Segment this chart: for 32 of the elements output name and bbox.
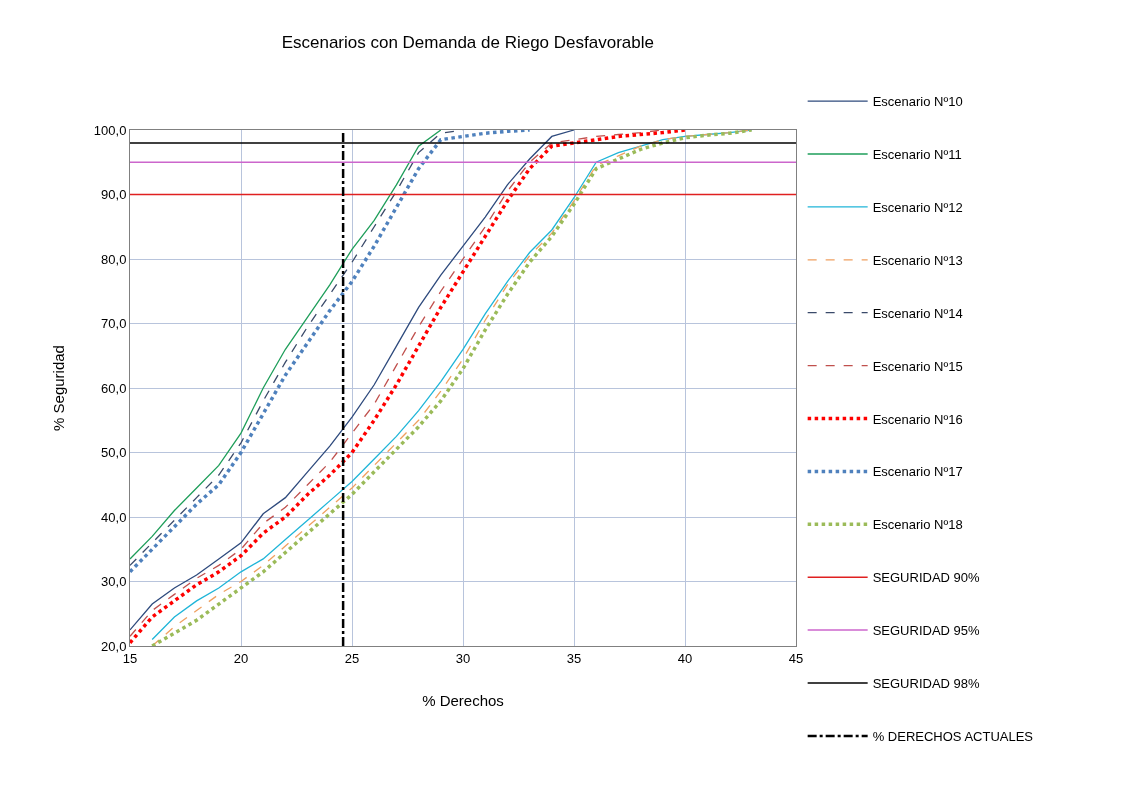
line-series xyxy=(130,130,532,574)
legend-label: Escenario Nº15 xyxy=(872,358,963,374)
x-tick-label: 45 xyxy=(788,650,804,666)
x-tick-label: 35 xyxy=(566,650,582,666)
y-axis-title: % Seguridad xyxy=(50,345,68,431)
legend-label: Escenario Nº10 xyxy=(872,94,963,110)
x-tick-label: 20 xyxy=(233,650,249,666)
legend-label: Escenario Nº14 xyxy=(872,305,963,321)
y-tick-label: 100,0 xyxy=(93,122,127,138)
legend-label: Escenario Nº13 xyxy=(872,252,963,268)
legend-label: SEGURIDAD 90% xyxy=(872,570,981,586)
x-tick-label: 40 xyxy=(677,650,693,666)
legend-label: SEGURIDAD 95% xyxy=(872,623,981,639)
y-tick-label: 30,0 xyxy=(101,574,127,590)
y-tick-label: 80,0 xyxy=(101,251,127,267)
legend-label: Escenario Nº16 xyxy=(872,411,963,427)
legend-label: Escenario Nº12 xyxy=(872,199,963,215)
line-series xyxy=(130,130,575,631)
y-tick-label: 70,0 xyxy=(101,316,127,332)
legend-label: Escenario Nº11 xyxy=(872,147,962,163)
y-tick-label: 50,0 xyxy=(101,445,127,461)
legend-label: Escenario Nº17 xyxy=(872,464,963,480)
y-tick-label: 40,0 xyxy=(101,509,127,525)
x-tick-label: 30 xyxy=(455,650,471,666)
x-tick-label: 25 xyxy=(344,650,360,666)
legend-label: Escenario Nº18 xyxy=(872,517,963,533)
x-axis-title: % Derechos xyxy=(422,691,504,709)
y-tick-label: 60,0 xyxy=(101,380,127,396)
y-tick-label: 90,0 xyxy=(101,187,127,203)
chart-title: Escenarios con Demanda de Riego Desfavorable xyxy=(281,32,654,52)
legend-label: SEGURIDAD 98% xyxy=(872,676,981,692)
legend-label: % DERECHOS ACTUALES xyxy=(872,728,1034,744)
